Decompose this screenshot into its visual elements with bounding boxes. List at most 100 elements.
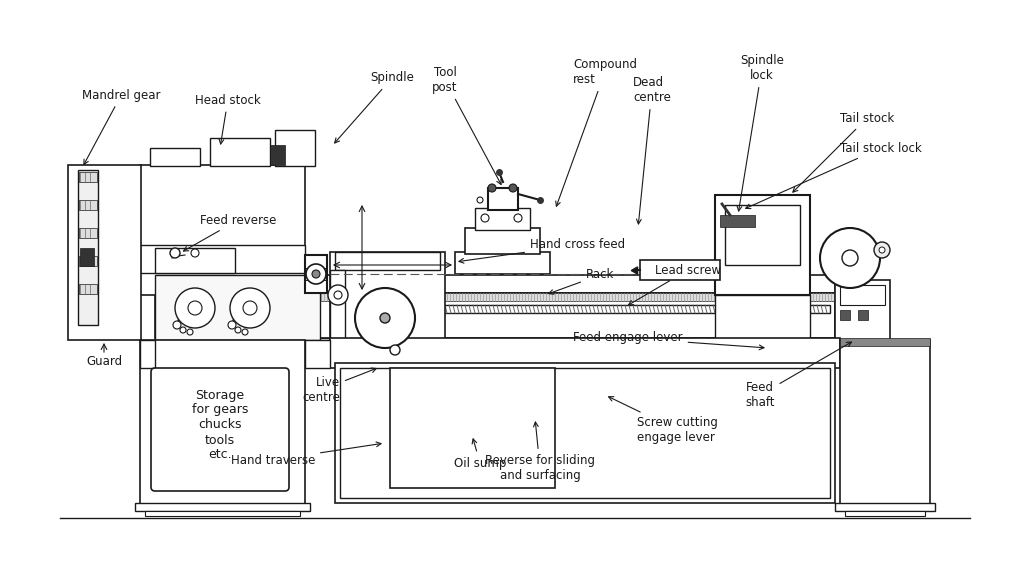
Bar (305, 340, 330, 368)
Circle shape (334, 291, 342, 299)
Bar (390, 368, 555, 488)
Circle shape (306, 264, 326, 284)
Bar (330, 270, 345, 342)
Bar (210, 138, 270, 166)
Bar (720, 215, 755, 227)
Bar (835, 503, 935, 511)
Circle shape (187, 329, 193, 335)
Bar (475, 208, 530, 230)
Circle shape (390, 345, 400, 355)
Text: Tool
post: Tool post (432, 66, 501, 184)
Bar (335, 363, 835, 503)
Text: Feed
shaft: Feed shaft (745, 342, 852, 409)
Bar (150, 148, 200, 166)
Bar (79, 256, 97, 266)
Bar (305, 255, 327, 293)
Bar (840, 338, 930, 346)
Text: Storage
for gears
chucks
tools
etc.: Storage for gears chucks tools etc. (191, 388, 248, 461)
Text: Mandrel gear: Mandrel gear (82, 89, 161, 165)
Bar (140, 245, 305, 273)
Bar (155, 248, 234, 273)
Circle shape (355, 288, 415, 348)
Bar (155, 275, 835, 293)
Circle shape (509, 184, 517, 192)
Bar (715, 195, 810, 295)
Circle shape (243, 301, 257, 315)
Bar (835, 280, 890, 355)
Circle shape (234, 327, 241, 333)
Circle shape (842, 250, 858, 266)
Circle shape (481, 214, 489, 222)
Circle shape (874, 242, 890, 258)
Bar (155, 275, 319, 340)
Bar (330, 252, 445, 342)
Bar (840, 310, 850, 320)
Bar (640, 260, 720, 280)
Bar (845, 511, 925, 516)
Text: Reverse for sliding
and surfacing: Reverse for sliding and surfacing (485, 422, 595, 482)
Circle shape (879, 247, 885, 253)
Text: Lead screw: Lead screw (629, 263, 721, 305)
Text: Hand traverse: Hand traverse (230, 442, 381, 467)
Circle shape (173, 321, 181, 329)
Bar (155, 293, 835, 301)
Circle shape (175, 288, 215, 328)
Bar (68, 165, 141, 340)
Circle shape (180, 327, 186, 333)
Bar (157, 388, 164, 397)
Bar (155, 338, 835, 350)
Bar (330, 338, 840, 368)
Circle shape (230, 288, 270, 328)
Bar (155, 293, 835, 338)
Text: Rack: Rack (549, 268, 614, 294)
Bar (78, 170, 98, 325)
Circle shape (477, 197, 483, 203)
Bar (79, 284, 97, 294)
Bar (79, 172, 97, 182)
Bar (145, 511, 300, 516)
Text: Tail stock lock: Tail stock lock (745, 142, 922, 209)
Bar (340, 305, 830, 313)
Circle shape (191, 249, 199, 257)
Circle shape (488, 184, 496, 192)
Text: Spindle: Spindle (335, 71, 414, 143)
Text: Oil sump: Oil sump (454, 439, 506, 469)
Circle shape (242, 329, 248, 335)
Bar (455, 252, 550, 274)
Text: Dead
centre: Dead centre (633, 76, 671, 224)
Text: Guard: Guard (86, 355, 122, 368)
Text: Tail stock: Tail stock (793, 112, 894, 192)
Text: Hand cross feed: Hand cross feed (459, 238, 625, 263)
Circle shape (380, 313, 390, 323)
Circle shape (328, 285, 348, 305)
Circle shape (514, 214, 522, 222)
Circle shape (820, 228, 880, 288)
Text: Feed reverse: Feed reverse (183, 214, 276, 251)
Circle shape (170, 248, 180, 258)
Bar (140, 340, 305, 505)
Text: Compound
rest: Compound rest (556, 58, 637, 206)
Bar (840, 340, 930, 505)
Bar (840, 285, 885, 305)
Bar (79, 200, 97, 210)
Bar (340, 368, 830, 498)
Bar (725, 205, 800, 265)
Circle shape (228, 321, 236, 329)
Bar (715, 295, 810, 345)
Bar (79, 228, 97, 238)
Bar (157, 462, 164, 471)
Bar (80, 248, 94, 266)
Bar (270, 145, 285, 165)
Bar (135, 503, 310, 511)
Circle shape (312, 270, 319, 278)
Bar (140, 340, 155, 368)
Text: Head stock: Head stock (195, 93, 261, 144)
Text: Screw cutting
engage lever: Screw cutting engage lever (608, 397, 718, 444)
Text: Feed engage lever: Feed engage lever (573, 332, 764, 350)
Bar (488, 188, 518, 210)
Text: Spindle
lock: Spindle lock (737, 54, 784, 211)
Text: Live
centre: Live centre (302, 368, 376, 404)
Bar (140, 165, 305, 295)
FancyBboxPatch shape (151, 368, 289, 491)
Bar (335, 252, 440, 270)
